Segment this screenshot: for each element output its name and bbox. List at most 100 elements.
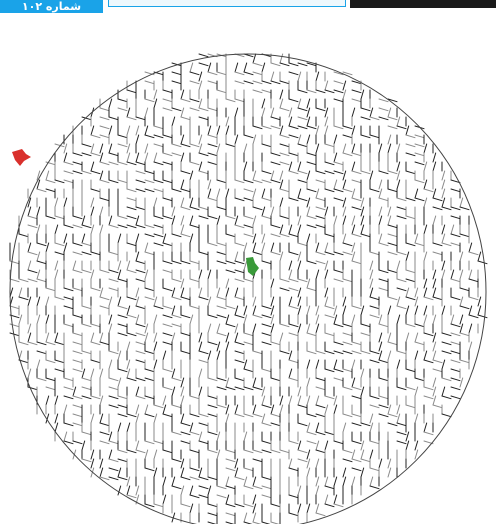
maze-wall — [360, 350, 371, 355]
maze-wall — [288, 152, 299, 157]
maze-wall — [333, 134, 338, 145]
maze-wall — [18, 287, 23, 298]
maze-wall — [252, 188, 257, 199]
maze-wall — [90, 251, 101, 256]
maze-wall — [108, 143, 113, 154]
maze-wall — [360, 467, 365, 478]
maze-wall — [126, 215, 137, 220]
maze-wall — [36, 251, 41, 262]
maze-wall — [387, 458, 392, 469]
maze-wall — [54, 269, 59, 280]
maze-wall — [153, 188, 164, 193]
maze-wall — [387, 206, 392, 217]
maze-wall — [405, 170, 416, 175]
maze-wall — [342, 206, 347, 217]
maze-wall — [180, 179, 185, 190]
maze-wall — [45, 386, 56, 391]
maze-wall — [117, 476, 128, 481]
maze-wall — [81, 242, 92, 247]
maze-wall — [198, 161, 203, 172]
maze-wall — [324, 80, 329, 91]
maze-wall — [261, 404, 272, 409]
maze-wall — [99, 134, 110, 139]
maze-wall — [153, 125, 164, 130]
maze-wall — [198, 494, 209, 499]
maze-wall — [63, 395, 74, 400]
maze-wall — [162, 494, 167, 505]
maze-wall — [117, 395, 128, 400]
maze-wall — [36, 179, 41, 190]
maze-wall — [432, 350, 437, 361]
maze-wall — [324, 296, 329, 307]
maze-wall — [270, 278, 275, 289]
maze-wall — [54, 224, 59, 235]
maze-wall — [279, 449, 290, 454]
maze-wall — [234, 332, 239, 343]
maze-wall — [216, 449, 221, 460]
maze-wall — [99, 269, 110, 274]
maze-wall — [72, 224, 83, 229]
maze-wall — [378, 98, 389, 103]
maze-wall — [126, 296, 137, 301]
maze-wall — [162, 314, 173, 319]
maze-wall — [36, 377, 47, 382]
maze-wall — [144, 98, 155, 103]
maze-wall — [297, 161, 302, 172]
maze-wall — [45, 413, 50, 424]
maze-wall — [387, 269, 398, 274]
issue-tab: شماره ۱۰۲ — [0, 0, 103, 13]
maze-wall — [351, 377, 356, 388]
maze-wall — [117, 107, 128, 112]
maze-wall — [279, 143, 290, 148]
maze-wall — [207, 107, 218, 112]
goal-marker[interactable] — [246, 257, 259, 276]
maze-wall — [198, 215, 209, 220]
maze-wall — [54, 242, 65, 247]
maze-wall — [72, 368, 83, 373]
maze-wall — [54, 341, 65, 346]
maze-wall — [144, 350, 155, 355]
maze-wall — [252, 485, 263, 490]
maze-wall — [450, 386, 461, 391]
maze-wall — [216, 350, 221, 361]
maze-wall — [324, 305, 335, 310]
maze-wall — [342, 233, 347, 244]
maze-wall — [261, 233, 266, 244]
maze-wall — [369, 278, 374, 289]
maze-wall — [225, 458, 236, 463]
maze-wall — [279, 179, 284, 190]
maze-wall — [153, 197, 158, 208]
maze-wall — [99, 116, 110, 121]
maze-wall — [252, 89, 263, 94]
maze-wall — [252, 305, 257, 316]
maze-wall — [351, 350, 362, 355]
maze-wall — [378, 206, 383, 217]
maze-wall — [72, 170, 83, 175]
maze-wall — [396, 305, 407, 310]
maze-wall — [288, 125, 299, 130]
maze-wall — [423, 359, 434, 364]
maze-wall — [99, 206, 104, 217]
maze-wall — [225, 278, 230, 289]
maze-wall — [324, 350, 335, 355]
maze-wall — [99, 287, 104, 298]
maze-wall — [27, 296, 32, 307]
maze-wall — [342, 422, 347, 433]
maze-wall — [180, 170, 191, 175]
maze-wall — [180, 503, 191, 508]
maze-wall — [279, 332, 284, 343]
maze-wall — [171, 404, 182, 409]
maze-wall — [180, 215, 185, 226]
maze-wall — [351, 386, 362, 391]
maze-wall — [117, 422, 122, 433]
maze-wall — [288, 224, 293, 235]
maze-wall — [126, 449, 137, 454]
start-marker[interactable] — [12, 149, 31, 166]
maze-wall — [90, 359, 101, 364]
maze-wall — [297, 323, 302, 334]
maze-wall — [153, 179, 164, 184]
maze-wall — [108, 314, 113, 325]
maze-wall — [36, 350, 47, 355]
maze-wall — [207, 431, 218, 436]
maze-wall — [288, 368, 293, 379]
